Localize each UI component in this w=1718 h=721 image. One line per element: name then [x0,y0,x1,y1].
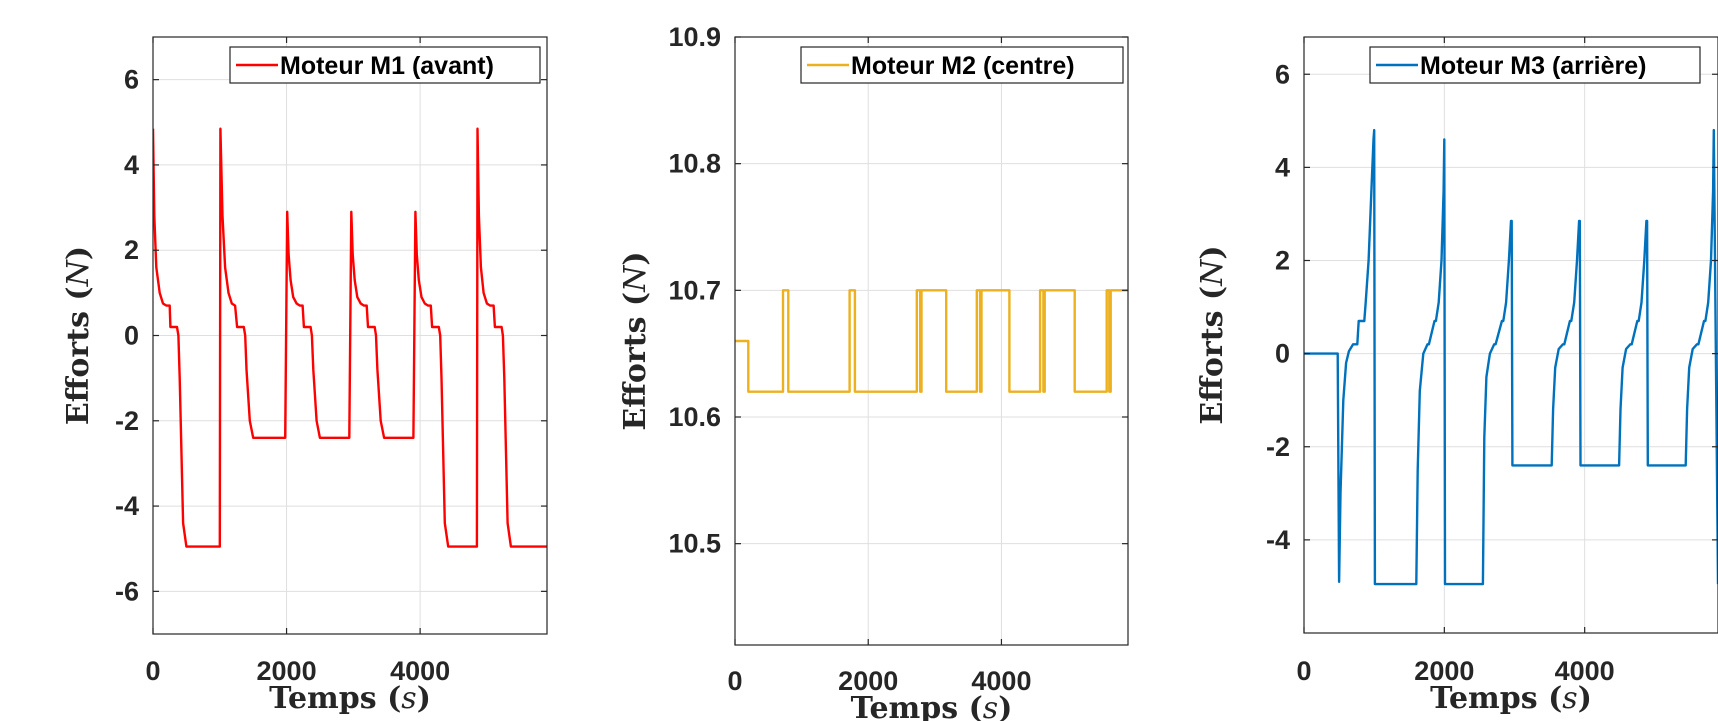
y-axis-label: Efforts (N) [618,251,653,430]
y-axis-label-word: Efforts ( [61,286,96,425]
x-tick-label: 2000 [257,656,317,686]
series-line [735,289,1128,393]
x-axis-label-word: Temps ( [851,691,983,721]
y-axis-label: Efforts (N) [1195,245,1230,424]
y-tick-label: -2 [115,406,139,436]
y-axis-label-word: Efforts ( [618,292,653,431]
y-tick-label: -6 [115,576,139,606]
y-axis-label-close: ) [61,246,96,260]
legend-box [229,46,541,84]
x-tick-label: 4000 [390,656,450,686]
y-axis-label-unit: N [1195,258,1230,287]
x-axis-label-close: ) [417,681,431,716]
y-tick-label: 10.6 [668,402,721,432]
grid-lines [734,36,1128,645]
x-tick-label: 2000 [838,666,898,696]
y-tick-label: 10.9 [668,22,721,52]
y-tick-label: 4 [1275,152,1290,182]
legend: Moteur M1 (avant) [229,46,541,84]
legend-label: Moteur M1 (avant) [280,52,494,80]
x-axis-label-unit: s [1562,681,1577,716]
legend-box [1369,46,1701,84]
y-tick-label: 2 [1275,246,1290,276]
x-axis-label-word: Temps ( [269,681,401,716]
x-axis-label-unit: s [983,691,998,721]
x-axis-label-unit: s [401,681,416,716]
x-tick-label: 4000 [1555,656,1615,686]
y-tick-label: 0 [1275,339,1290,369]
y-tick-label: -4 [1266,525,1290,555]
y-tick-label: -4 [115,491,139,521]
axes-frame [734,36,1129,646]
y-tick-label: -2 [1266,432,1290,462]
legend: Moteur M2 (centre) [800,46,1124,84]
x-axis-label: Temps (s) [269,681,431,716]
x-axis-label-close: ) [1578,681,1592,716]
y-tick-label: 2 [124,235,139,265]
y-tick-label: 10.5 [668,529,721,559]
y-tick-label: 10.7 [668,275,721,305]
x-axis-label-close: ) [998,691,1012,721]
y-tick-label: 0 [124,321,139,351]
x-tick-label: 0 [727,666,742,696]
y-axis-label-close: ) [618,251,653,265]
y-axis-label-word: Efforts ( [1195,286,1230,425]
x-tick-label: 4000 [971,666,1031,696]
y-tick-label: 10.8 [668,149,721,179]
y-tick-label: 6 [1275,59,1290,89]
legend: Moteur M3 (arrière) [1369,46,1701,84]
series-line [1304,128,1718,586]
legend-box [800,46,1124,84]
x-tick-label: 0 [1296,656,1311,686]
series-line [153,127,547,548]
y-axis-label-unit: N [61,258,96,287]
y-axis-label-close: ) [1195,245,1230,259]
y-axis-label: Efforts (N) [61,246,96,425]
x-axis-label-word: Temps ( [1430,681,1562,716]
x-axis-label: Temps (s) [851,691,1013,721]
x-tick-label: 2000 [1414,656,1474,686]
legend-label: Moteur M2 (centre) [851,52,1075,80]
y-axis-label-unit: N [618,264,653,293]
x-tick-label: 0 [145,656,160,686]
axes-frame [1303,36,1718,634]
legend-label: Moteur M3 (arrière) [1420,52,1646,80]
y-tick-label: 4 [124,150,139,180]
x-axis-label: Temps (s) [1430,681,1592,716]
y-tick-label: 6 [124,65,139,95]
